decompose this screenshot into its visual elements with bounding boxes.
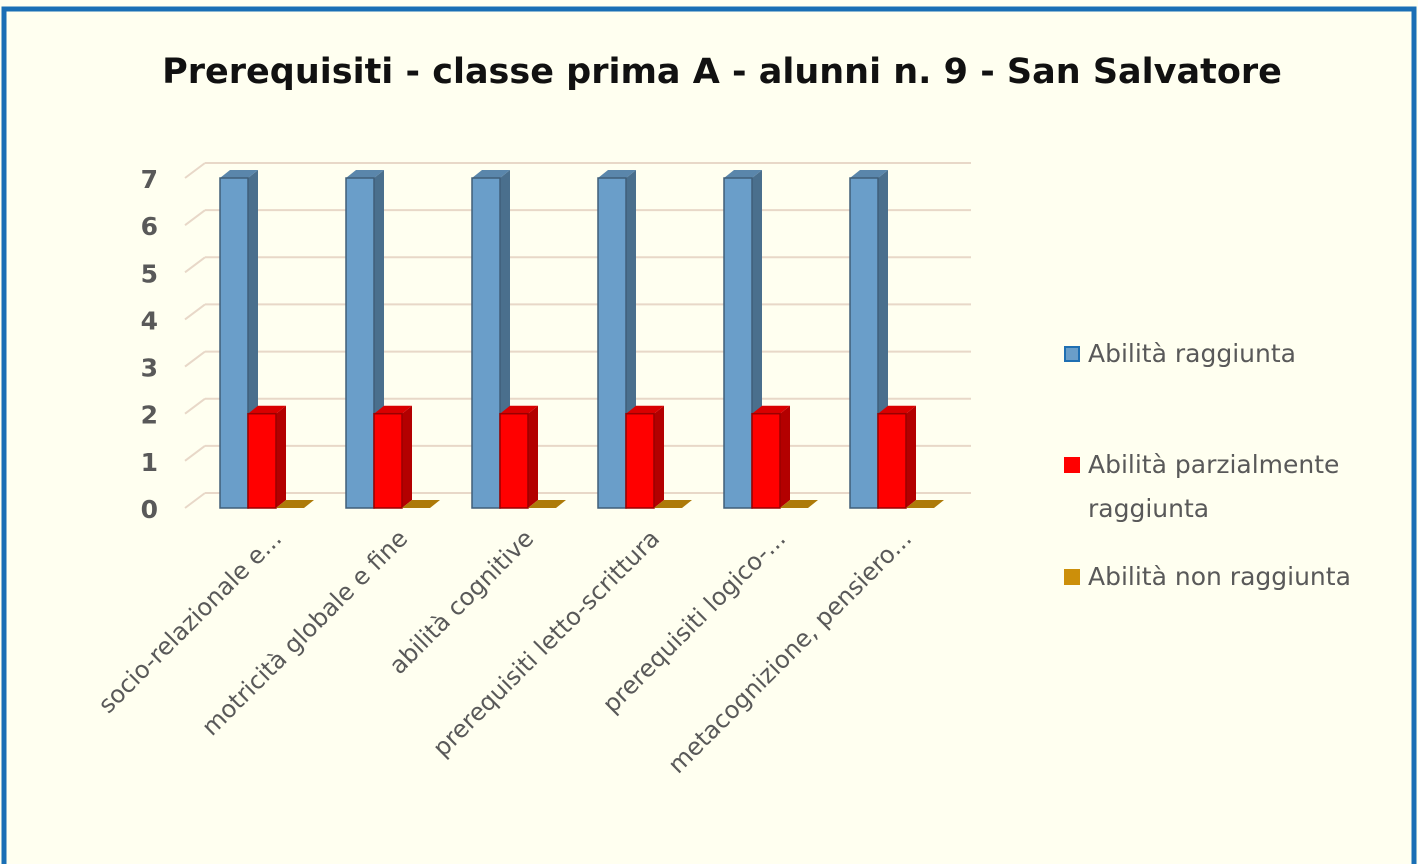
bar xyxy=(723,177,753,509)
bar-top xyxy=(752,405,790,414)
bar-top xyxy=(626,405,664,414)
legend-label: Abilità non raggiunta xyxy=(1088,562,1351,591)
x-tick-label: metacognizione, pensiero... xyxy=(663,524,918,779)
bar xyxy=(219,177,249,509)
chart-title: Prerequisiti - classe prima A - alunni n… xyxy=(162,52,1282,92)
grid-depth-line xyxy=(184,350,206,368)
y-tick-label: 4 xyxy=(141,306,158,335)
legend-item: Abilità parzialmente raggiunta xyxy=(1064,443,1404,531)
bar-top xyxy=(374,405,412,414)
legend-label: Abilità raggiunta xyxy=(1088,339,1296,368)
bar-top xyxy=(654,500,692,508)
bar xyxy=(877,412,907,509)
legend-swatch xyxy=(1064,569,1080,585)
bar-side xyxy=(654,405,664,508)
bar xyxy=(345,177,375,509)
x-tick-label: prerequisiti letto-scrittura xyxy=(427,524,665,762)
y-tick-label: 2 xyxy=(141,401,158,430)
bar-top xyxy=(850,170,888,178)
grid-depth-line xyxy=(184,162,206,179)
bar-top xyxy=(220,170,258,178)
bar xyxy=(849,177,879,509)
bar-side xyxy=(780,405,790,508)
grid-depth-line xyxy=(184,397,206,415)
legend-item: Abilità non raggiunta xyxy=(1064,555,1404,599)
bar-top xyxy=(346,170,384,178)
y-tick-label: 1 xyxy=(141,448,158,477)
bar-top xyxy=(276,500,314,508)
bar-side xyxy=(276,405,286,508)
grid-depth-line xyxy=(184,256,206,274)
bar-top xyxy=(878,405,916,414)
bar-top xyxy=(528,500,566,508)
bar-side xyxy=(528,405,538,508)
bar xyxy=(247,412,277,509)
bar-top xyxy=(906,500,944,508)
bar xyxy=(471,177,501,509)
bar-side xyxy=(906,405,916,508)
bar-top xyxy=(248,405,286,414)
y-tick-label: 5 xyxy=(141,259,158,288)
legend-label: Abilità parzialmente raggiunta xyxy=(1088,450,1340,523)
grid-depth-line xyxy=(184,303,206,321)
y-tick-label: 3 xyxy=(141,354,158,383)
grid-depth-line xyxy=(184,445,206,462)
bar-top xyxy=(724,170,762,178)
bar-top xyxy=(780,500,818,508)
x-tick-label: motricità globale e fine xyxy=(196,524,413,741)
bar xyxy=(597,177,627,509)
bar xyxy=(373,412,403,509)
y-tick-label: 7 xyxy=(141,165,158,194)
bar-top xyxy=(402,500,440,508)
bar xyxy=(751,412,781,509)
grid-depth-line xyxy=(184,209,206,226)
bar-top xyxy=(500,405,538,414)
bar xyxy=(499,412,529,509)
bar-top xyxy=(472,170,510,178)
legend-swatch xyxy=(1064,457,1080,473)
y-tick-label: 6 xyxy=(141,212,158,241)
frame-border xyxy=(1,6,1417,864)
legend-swatch xyxy=(1064,346,1080,362)
bar xyxy=(625,412,655,509)
y-tick-label: 0 xyxy=(141,495,158,524)
legend-item: Abilità raggiunta xyxy=(1064,332,1404,376)
grid-depth-line xyxy=(184,492,206,509)
bar-side xyxy=(402,405,412,508)
bar-top xyxy=(598,170,636,178)
